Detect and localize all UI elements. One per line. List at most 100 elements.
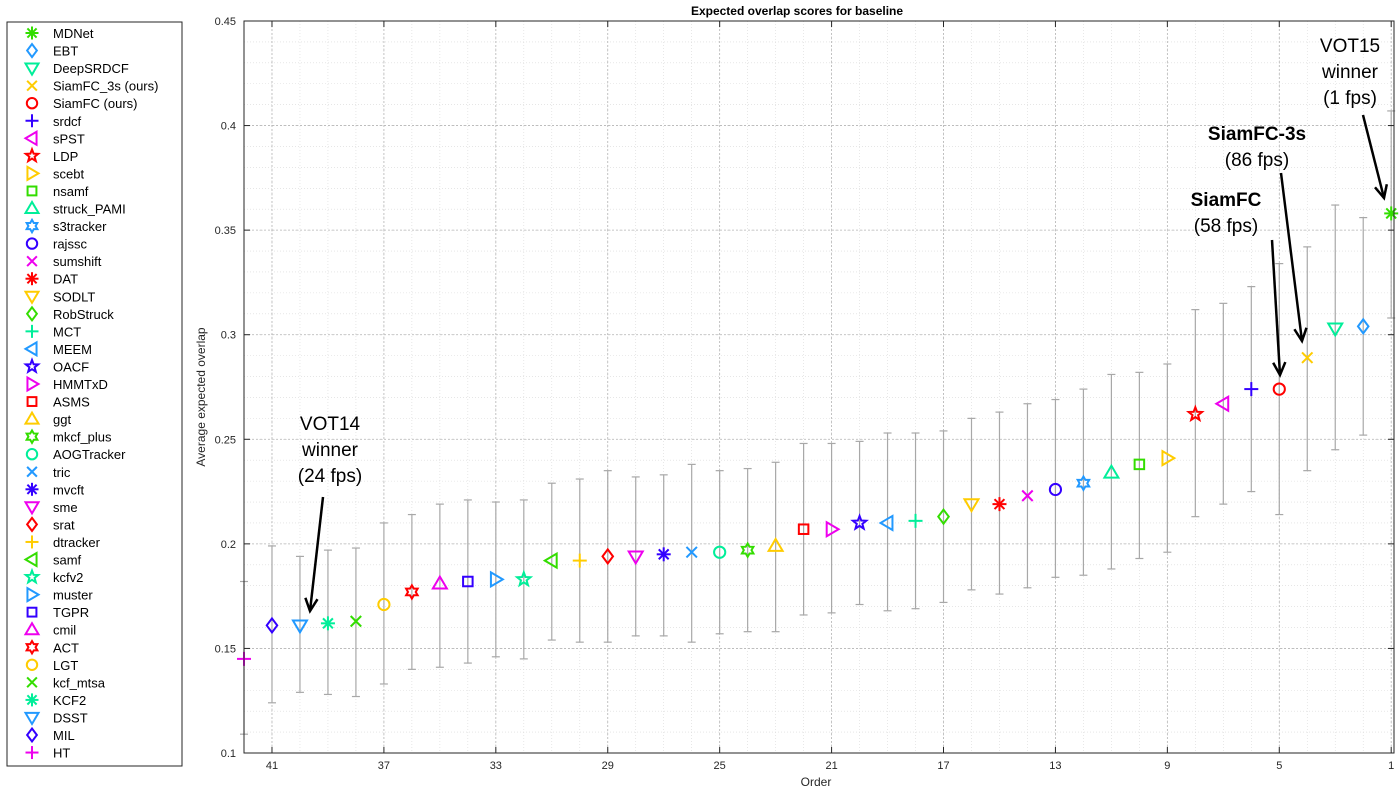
marker-struck-pami [1102, 463, 1121, 479]
legend-label: DSST [53, 710, 88, 725]
chart-title: Expected overlap scores for baseline [691, 4, 903, 18]
legend-entry-dtracker: dtracker [25, 535, 101, 550]
marker-mvcft [656, 547, 671, 562]
plot-frame [243, 20, 1395, 754]
legend-marker-dtracker [25, 535, 39, 549]
legend-entry-siamfc-3s-ours: SiamFC_3s (ours) [26, 79, 158, 94]
legend-entry-deepsrdcf: DeepSRDCF [23, 61, 129, 77]
legend-marker-mct [25, 324, 39, 338]
arrow-head [1293, 327, 1308, 344]
marker-dsst [291, 619, 309, 635]
legend-marker-mkcf-plus [24, 428, 40, 445]
legend-label: MDNet [53, 26, 94, 41]
legend-marker-cmil [23, 621, 41, 636]
legend-entry-mil: MIL [25, 726, 75, 744]
legend-entry-asms: ASMS [26, 395, 90, 410]
legend-marker-act [24, 639, 40, 656]
legend-entry-scebt: scebt [26, 165, 84, 182]
marker-srat [601, 547, 615, 566]
legend-marker-tric [26, 466, 38, 478]
legend-label: SODLT [53, 289, 95, 304]
marker-sodlt [962, 498, 981, 514]
marker-ebt [1356, 317, 1370, 336]
y-tick-label: 0.1 [221, 748, 236, 760]
marker-tgpr [462, 575, 474, 588]
legend-label: struck_PAMI [53, 202, 126, 217]
legend-label: DAT [53, 272, 78, 287]
legend-marker-ldp [23, 146, 41, 164]
legend-entry-kcfv2: kcfv2 [23, 567, 83, 585]
legend-marker-struck-pami [23, 200, 41, 215]
x-tick-label: 1 [1388, 760, 1394, 772]
marker-muster [489, 570, 505, 589]
annotation-arrow [308, 496, 325, 612]
legend-label: nsamf [53, 184, 89, 199]
legend-label: SiamFC (ours) [53, 96, 138, 111]
x-tick-label: 21 [825, 760, 837, 772]
annotation: SiamFC-3s (86 fps) [1208, 124, 1308, 344]
marker-kcf2 [320, 616, 335, 631]
legend-entry-kcf-mtsa: kcf_mtsa [26, 675, 106, 690]
legend-marker-tgpr [26, 606, 38, 618]
legend-label: HT [53, 746, 70, 761]
marker-dat [992, 497, 1007, 512]
legend-label: kcf_mtsa [53, 675, 106, 690]
marker-srdcf [1244, 382, 1259, 397]
y-tick-label: 0.15 [215, 643, 236, 655]
legend-entry-muster: muster [26, 586, 93, 603]
annotation: SiamFC (58 fps) [1191, 190, 1287, 378]
annotation-text: (58 fps) [1194, 216, 1258, 237]
legend-label: rajssc [53, 237, 87, 252]
annotation-text: (1 fps) [1323, 88, 1377, 109]
legend-label: MCT [53, 324, 81, 339]
y-tick-label: 0.2 [221, 539, 236, 551]
marker-scebt [1161, 449, 1177, 467]
legend-marker-srdcf [25, 114, 39, 128]
marker-lgt [377, 597, 391, 612]
legend-marker-robstruck [25, 305, 39, 322]
legend-marker-siamfc-3s-ours [26, 80, 38, 92]
legend-entry-mct: MCT [25, 324, 81, 339]
marker-mkcf-plus [740, 541, 756, 559]
data-markers [237, 206, 1399, 666]
legend-marker-sumshift [26, 255, 38, 267]
legend-entry-ebt: EBT [25, 42, 78, 59]
marker-aogtracker [713, 545, 727, 559]
marker-nsamf [1133, 458, 1146, 471]
plot-area: 0.1 0.15 0.2 0.25 0.3 0.35 0.4 0.45 41 37 33 29 25 21… [215, 16, 1399, 772]
legend-entry-aogtracker: AOGTracker [25, 447, 126, 462]
legend-marker-mil [25, 726, 39, 744]
marker-rajssc [1048, 482, 1063, 497]
marker-hmmtxd [825, 520, 841, 538]
legend-entry-tric: tric [26, 465, 71, 480]
legend-entry-dsst: DSST [23, 710, 88, 726]
legend-marker-ggt [23, 410, 41, 425]
error-bars [240, 110, 1396, 735]
legend-marker-samf [23, 551, 38, 568]
marker-samf [542, 551, 558, 570]
annotation-text: VOT14 [300, 414, 361, 435]
arrow-head [304, 597, 319, 614]
plot-background [244, 21, 1394, 753]
legend-entry-spst: sPST [23, 130, 85, 147]
annotation-text: SiamFC-3s [1208, 124, 1306, 145]
legend-marker-deepsrdcf [23, 62, 41, 77]
y-tick-label: 0.35 [215, 225, 236, 237]
legend-label: MIL [53, 728, 75, 743]
marker-tric [685, 546, 698, 559]
legend-label: ggt [53, 412, 71, 427]
legend-label: sme [53, 500, 78, 515]
legend-label: ACT [53, 640, 79, 655]
legend-marker-muster [26, 586, 41, 603]
legend-label: EBT [53, 44, 78, 59]
legend-marker-ebt [25, 42, 39, 59]
legend-marker-oacf [23, 357, 41, 375]
annotation-arrow [1270, 239, 1282, 376]
annotation-text: (86 fps) [1225, 150, 1289, 171]
marker-sumshift [1021, 489, 1034, 502]
y-tick-label: 0.4 [221, 121, 236, 133]
annotation-arrow [1361, 114, 1386, 199]
legend-marker-rajssc [25, 237, 39, 250]
x-tick-label: 5 [1276, 760, 1282, 772]
